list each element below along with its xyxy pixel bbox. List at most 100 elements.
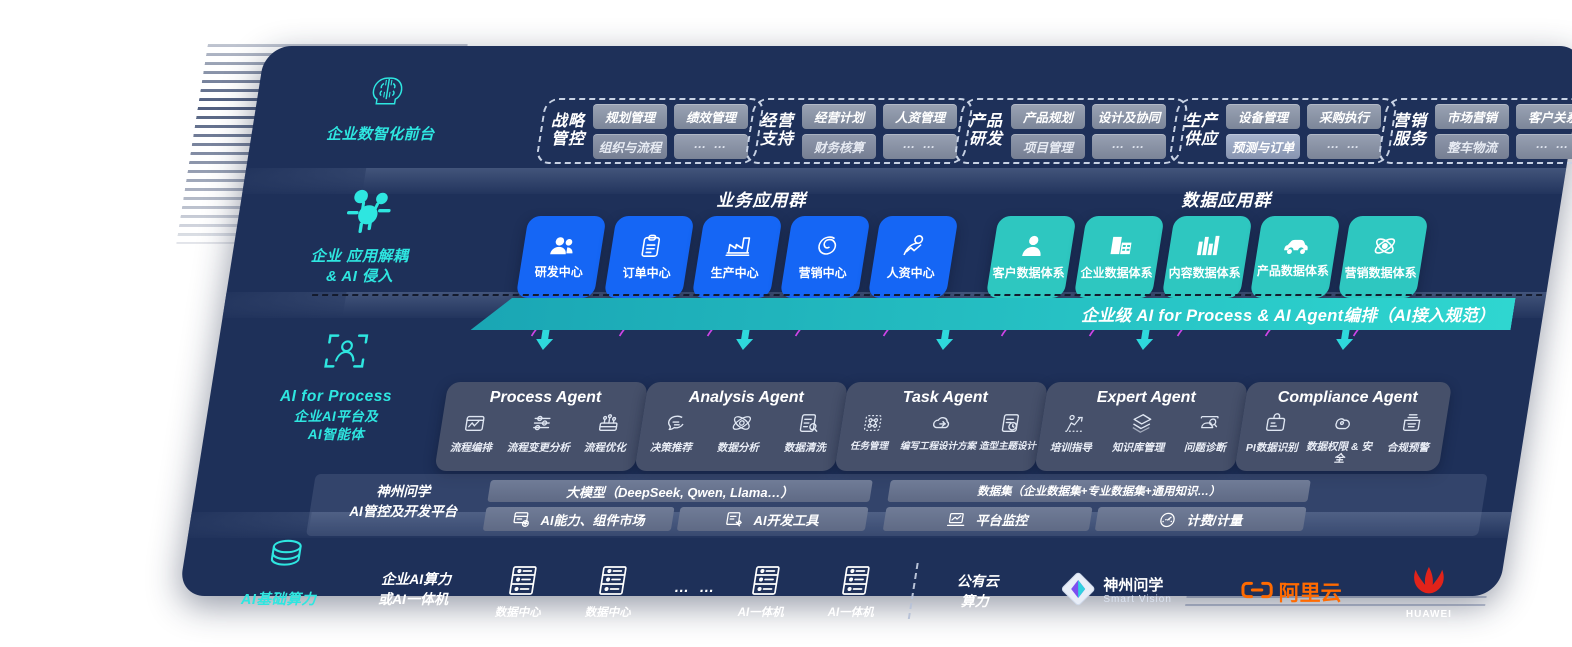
agent-feature[interactable]: 决策推荐 — [637, 412, 710, 454]
agent-feature[interactable]: 流程优化 — [570, 412, 643, 454]
domain-group-production-supply[interactable]: 生产 供应 设备管理 采购执行 预测与订单… … — [1167, 98, 1399, 164]
agent-feature[interactable]: 培训指导 — [1037, 412, 1110, 454]
vendor-name-cn: 神州问学 — [1103, 576, 1164, 594]
vendor-huawei[interactable]: HUAWEI — [1364, 565, 1493, 621]
infra-node-datacenter-2[interactable]: 数据中心 — [569, 565, 652, 621]
agent-card-compliance[interactable]: Compliance Agent PI数据识别 数据权限 & 安全 合规预警 — [1234, 382, 1453, 471]
chip[interactable]: 设计及协同 — [1092, 103, 1167, 129]
infra-node-ellipsis: … … — [656, 579, 735, 597]
chip[interactable]: 经营计划 — [802, 103, 877, 129]
app-card-production-center[interactable]: 生产中心 — [691, 216, 783, 298]
platform-label-line1: 神州问学 — [376, 484, 431, 499]
data-card-product[interactable]: 产品数据体系 — [1249, 216, 1341, 298]
chip[interactable]: 采购执行 — [1307, 103, 1382, 129]
agent-feature[interactable]: 编写工程设计方案 — [899, 412, 981, 453]
agent-card-analysis[interactable]: Analysis Agent 决策推荐 数据分析 数据清洗 — [634, 382, 849, 471]
chip[interactable]: 规划管理 — [593, 103, 668, 129]
chip[interactable]: 客户关系 — [1516, 103, 1572, 129]
app-card-marketing-center[interactable]: 营销中心 — [779, 216, 871, 298]
infra-node-ai-appliance-2[interactable]: AI一体机 — [812, 565, 895, 621]
chip[interactable]: 预测与订单 — [1226, 133, 1301, 159]
permission-icon — [1330, 412, 1356, 439]
infra-node-ai-appliance-1[interactable]: AI一体机 — [722, 565, 805, 621]
platform-ai-devtools[interactable]: AI开发工具 — [676, 507, 869, 531]
chip[interactable]: 财务核算 — [802, 133, 877, 159]
data-card-content[interactable]: 内容数据体系 — [1161, 216, 1253, 298]
agent-feature[interactable]: 流程变更分析 — [504, 412, 577, 454]
agent-feature[interactable]: 问题诊断 — [1170, 412, 1243, 454]
platform-label: 神州问学 AI管控及开发平台 — [323, 482, 483, 523]
brain-icon — [278, 68, 496, 117]
agent-title: Task Agent — [903, 389, 989, 406]
infra-node-datacenter-1[interactable]: 数据中心 — [479, 565, 562, 621]
domain-group-name-4a: 生产 — [1184, 112, 1219, 130]
platform-billing[interactable]: 计费/计量 — [1094, 507, 1307, 531]
vendor-aliyun[interactable]: 阿里云 — [1209, 577, 1374, 607]
agent-feature[interactable]: 数据分析 — [704, 412, 777, 454]
platform-dataset-bar[interactable]: 数据集（企业数据集+专业数据集+通用知识…） — [887, 480, 1311, 502]
platform-llm-bar[interactable]: 大模型（DeepSeek, Qwen, Llama…） — [487, 480, 873, 502]
chip[interactable]: 项目管理 — [1011, 133, 1086, 159]
app-card-rd-center[interactable]: 研发中心 — [515, 216, 607, 298]
person-chart-icon — [900, 234, 930, 261]
data-card-enterprise[interactable]: 企业数据体系 — [1073, 216, 1165, 298]
agent-feature[interactable]: 知识库管理 — [1104, 412, 1177, 454]
agent-feature[interactable]: 造型主题设计 — [975, 412, 1043, 453]
domain-group-strategy[interactable]: 战略 管控 规划管理 绩效管理 组织与流程… … — [534, 98, 766, 164]
vendor-smart-vision[interactable]: 神州问学 Smart Vision — [1028, 571, 1204, 612]
chip[interactable]: 绩效管理 — [674, 103, 749, 129]
data-card-customer[interactable]: 客户数据体系 — [985, 216, 1077, 298]
chip[interactable]: … … — [1092, 133, 1167, 159]
chip[interactable]: … … — [674, 133, 749, 159]
chip[interactable]: 组织与流程 — [593, 133, 668, 159]
domain-group-marketing-service[interactable]: 营销 服务 市场营销 客户关系 整车物流… … — [1376, 98, 1572, 164]
domain-group-name-4b: 供应 — [1184, 131, 1219, 148]
data-card-marketing[interactable]: 营销数据体系 — [1337, 216, 1429, 298]
agent-feature[interactable]: 数据权限 & 安全 — [1303, 412, 1379, 465]
agent-card-task[interactable]: Task Agent 任务管理 编写工程设计方案 造型主题设计 — [834, 382, 1049, 471]
process-divider-line — [311, 294, 1543, 296]
server-icon — [748, 566, 781, 601]
devtool-icon — [725, 511, 746, 528]
app-card-hr-center[interactable]: 人资中心 — [867, 216, 959, 298]
platform-monitoring[interactable]: 平台监控 — [882, 507, 1093, 531]
bars-icon — [1195, 234, 1223, 260]
data-card-label: 企业数据体系 — [1080, 265, 1153, 280]
rail-label-aiforprocess-1: AI for Process — [279, 388, 393, 405]
chip[interactable]: 市场营销 — [1435, 103, 1510, 129]
agent-card-expert[interactable]: Expert Agent 培训指导 知识库管理 问题诊断 — [1034, 382, 1249, 471]
domain-group-name-2b: 支持 — [760, 131, 795, 148]
smartvision-logo — [1060, 571, 1096, 612]
agent-feature[interactable]: 流程编排 — [437, 412, 510, 454]
domain-group-product-rd[interactable]: 产品 研发 产品规划 设计及协同 项目管理… … — [952, 98, 1190, 164]
chip[interactable]: … … — [1516, 133, 1572, 159]
chip[interactable]: 设备管理 — [1226, 103, 1301, 129]
infrastructure-row: 企业AI算力 或AI一体机 数据中心 数据中心 … … AI一体机 AI一体机 — [170, 551, 1505, 647]
agent-feature[interactable]: 合规预警 — [1371, 412, 1447, 465]
chip[interactable]: 人资管理 — [883, 103, 958, 129]
flowchart-icon — [462, 412, 488, 439]
vendor-name-en: Smart Vision — [1103, 594, 1172, 606]
platform-ai-market[interactable]: AI能力、组件市场 — [482, 507, 675, 531]
rail-label-aiforprocess-2: 企业AI平台及 — [293, 408, 379, 424]
domain-group-operations[interactable]: 经营 支持 经营计划 人资管理 财务核算… … — [743, 98, 975, 164]
agent-feature[interactable]: PI数据识别 — [1235, 412, 1311, 465]
rail-label-app-decoupling-2: & AI 侵入 — [325, 268, 394, 286]
cloud-gear-icon — [928, 412, 954, 439]
rail-ai-compute: AI基础算力 — [182, 536, 384, 611]
chip[interactable]: … … — [1307, 133, 1382, 159]
building-icon — [1107, 234, 1134, 260]
chip[interactable]: … … — [883, 133, 958, 159]
agent-feature[interactable]: 任务管理 — [837, 412, 905, 453]
network-icon — [859, 412, 885, 439]
server-icon — [505, 566, 538, 601]
rail-label-aiforprocess-3: AI智能体 — [307, 427, 365, 443]
agent-card-process[interactable]: Process Agent 流程编排 流程变更分析 流程优化 — [434, 382, 649, 471]
huawei-logo — [1404, 566, 1454, 603]
infra-divider — [907, 563, 919, 619]
agent-feature[interactable]: 数据清洗 — [770, 412, 843, 454]
app-card-label: 研发中心 — [534, 265, 583, 279]
chip[interactable]: 整车物流 — [1435, 133, 1510, 159]
app-card-order-center[interactable]: 订单中心 — [603, 216, 695, 298]
chip[interactable]: 产品规划 — [1011, 103, 1086, 129]
